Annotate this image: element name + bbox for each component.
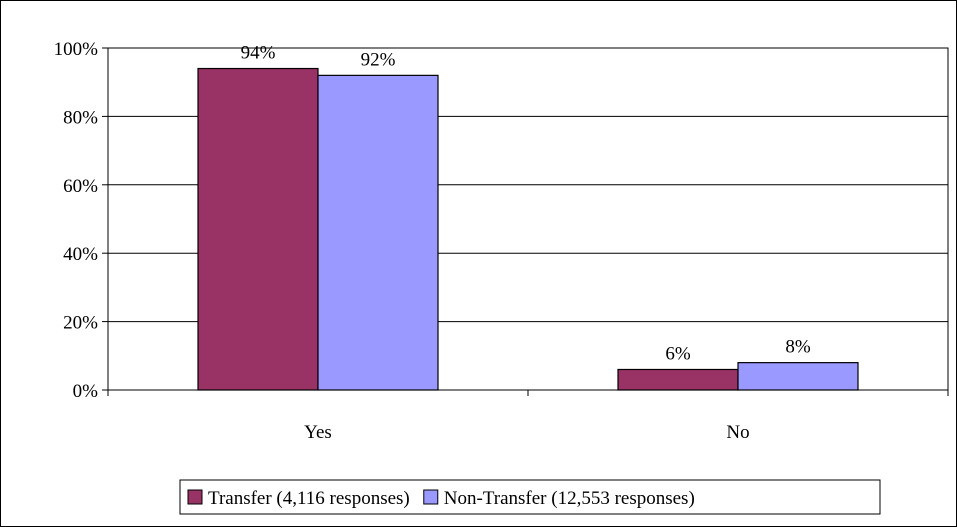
data-label: 8% (785, 337, 811, 358)
legend-label: Non-Transfer (12,553 responses) (444, 488, 695, 509)
y-tick-label: 100% (54, 39, 99, 60)
y-tick-label: 0% (73, 381, 99, 402)
y-tick-label: 20% (63, 313, 98, 334)
x-category-label: Yes (304, 422, 332, 443)
data-label: 94% (241, 43, 276, 64)
bar (737, 362, 859, 391)
legend-swatch (187, 489, 203, 505)
legend-label: Transfer (4,116 responses) (208, 488, 410, 509)
data-label: 92% (361, 49, 396, 70)
bar (617, 368, 739, 391)
y-tick-label: 40% (63, 244, 98, 265)
legend-swatch (423, 489, 439, 505)
x-category-label: No (726, 422, 749, 443)
y-tick-label: 60% (63, 176, 98, 197)
bar (197, 67, 319, 391)
data-label: 6% (665, 343, 691, 364)
legend-box (179, 479, 881, 515)
bar (317, 74, 439, 391)
y-tick-label: 80% (63, 107, 98, 128)
